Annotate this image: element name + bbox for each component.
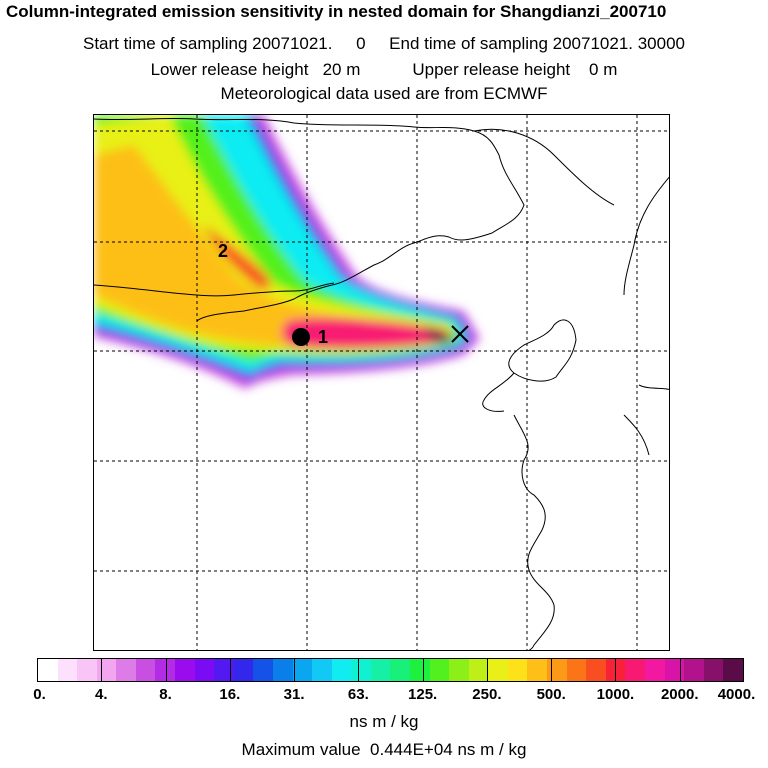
- color-scale-cell: [468, 659, 489, 681]
- color-scale-cell: [77, 659, 97, 681]
- color-scale-cell: [272, 659, 293, 681]
- color-scale-cell: [214, 659, 234, 681]
- color-scale-cell: [547, 659, 567, 681]
- color-scale-cell: [390, 659, 410, 681]
- color-scale-cell: [175, 659, 195, 681]
- color-scale-cell: [135, 659, 156, 681]
- color-scale-tick-label: 63.: [347, 686, 369, 703]
- sampling-time-line: Start time of sampling 20071021. 0 End t…: [83, 34, 685, 53]
- color-scale-tick-label: 8.: [159, 686, 172, 703]
- color-scale-cell: [684, 659, 704, 681]
- color-scale-divider: [551, 658, 553, 682]
- receptor-dot-marker: [292, 328, 310, 346]
- color-scale-tick-label: 1000.: [596, 686, 635, 703]
- color-scale-tick-label: 16.: [219, 686, 241, 703]
- color-scale-divider: [294, 658, 296, 682]
- color-scale-unit: ns m / kg: [349, 712, 419, 731]
- color-scale-cell: [429, 659, 450, 681]
- color-scale-divider: [486, 658, 488, 682]
- color-scale-cell: [370, 659, 391, 681]
- color-scale-divider: [422, 658, 424, 682]
- color-scale-cell: [38, 659, 58, 681]
- color-scale-cell: [155, 659, 176, 681]
- color-scale-cell: [253, 659, 273, 681]
- color-scale-tick-label: 500.: [536, 686, 566, 703]
- color-scale-cell: [233, 659, 254, 681]
- color-scale-cell: [116, 659, 136, 681]
- release-site-marker: [451, 325, 469, 343]
- color-scale-tick-label: 250.: [472, 686, 502, 703]
- color-scale-cell: [644, 659, 665, 681]
- color-scale-tick-label: 31.: [283, 686, 305, 703]
- plume-field: [94, 115, 480, 389]
- color-scale-cell: [586, 659, 606, 681]
- map-panel: 1 2: [93, 114, 670, 651]
- color-scale-tick-label: 2000.: [660, 686, 699, 703]
- plot-title: Column-integrated emission sensitivity i…: [6, 2, 667, 21]
- color-scale-cell: [625, 659, 645, 681]
- color-scale-cell: [703, 659, 724, 681]
- color-scale-divider: [615, 658, 617, 682]
- color-scale-divider: [101, 658, 103, 682]
- lat-lon-grid: [94, 115, 669, 650]
- color-scale-cell: [488, 659, 508, 681]
- color-scale-tick-label: 125.: [408, 686, 438, 703]
- color-scale-cell: [507, 659, 528, 681]
- color-scale-divider: [165, 658, 167, 682]
- color-scale-cell: [527, 659, 548, 681]
- color-scale-cell: [96, 659, 117, 681]
- meteorological-data-line: Meteorological data used are from ECMWF: [220, 84, 548, 103]
- coastlines: [94, 117, 669, 650]
- cluster-label-2: 2: [218, 241, 228, 261]
- color-scale-cell: [351, 659, 371, 681]
- color-scale-divider: [229, 658, 231, 682]
- color-scale-cell: [194, 659, 215, 681]
- release-height-line: Lower release height 20 m Upper release …: [150, 60, 618, 79]
- cluster-label-1: 1: [318, 327, 328, 347]
- color-scale-cell: [292, 659, 313, 681]
- color-scale-cell: [664, 659, 685, 681]
- color-scale-cell: [723, 659, 743, 681]
- color-scale-divider: [358, 658, 360, 682]
- maximum-value-text: Maximum value 0.444E+04 ns m / kg: [241, 740, 527, 759]
- color-scale-cell: [566, 659, 587, 681]
- color-scale-cell: [449, 659, 469, 681]
- color-scale-bar: [37, 658, 744, 682]
- color-scale-cell: [57, 659, 78, 681]
- color-scale-divider: [679, 658, 681, 682]
- color-scale-cell: [312, 659, 332, 681]
- color-scale-cell: [409, 659, 430, 681]
- emission-sensitivity-map: 1 2: [94, 115, 669, 650]
- color-scale-tick-label: 4000.: [717, 686, 756, 703]
- color-scale-tick-label: 0.: [33, 686, 46, 703]
- color-scale-tick-label: 4.: [95, 686, 108, 703]
- color-scale-cell: [331, 659, 352, 681]
